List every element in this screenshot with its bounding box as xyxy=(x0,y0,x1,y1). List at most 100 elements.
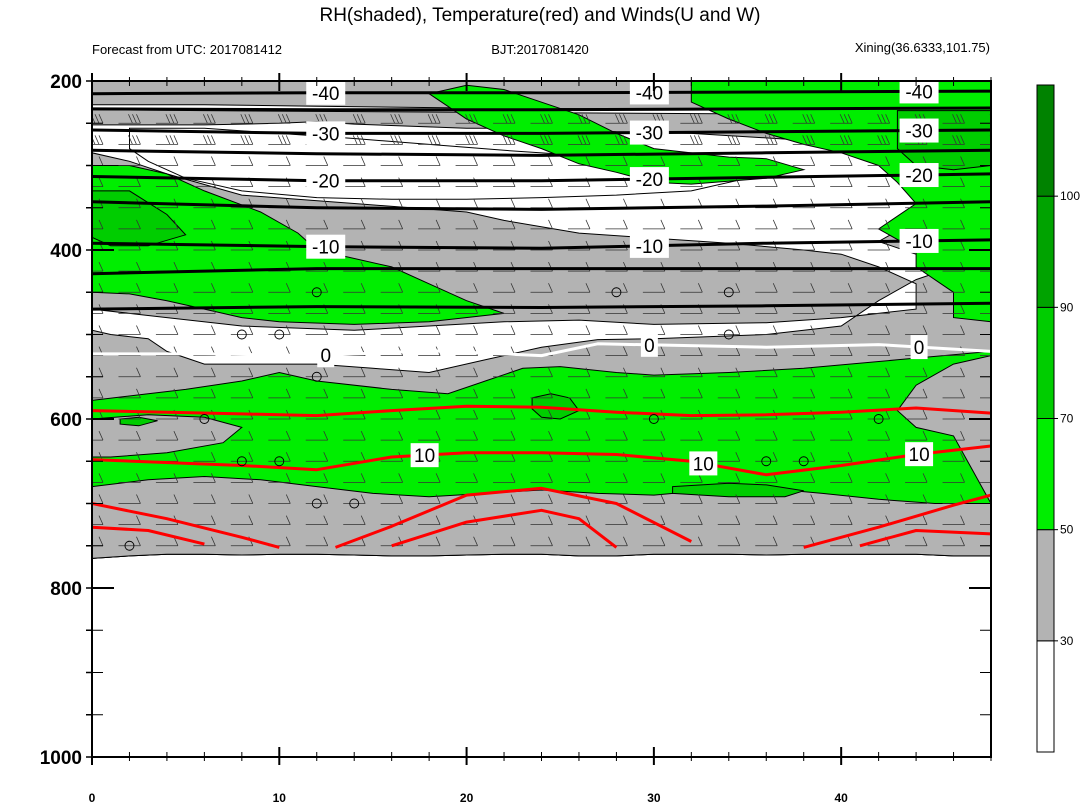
wind-barb xyxy=(755,388,778,399)
wind-barb xyxy=(792,388,816,399)
wind-barb xyxy=(268,494,291,504)
wind-barb xyxy=(567,388,591,399)
contour-label--40: -40 xyxy=(636,83,663,104)
wind-barb xyxy=(830,473,853,483)
wind-barb xyxy=(830,452,853,462)
wind-barb xyxy=(155,494,179,504)
wind-barb xyxy=(343,367,366,378)
temperature-contour--10-7 xyxy=(92,267,991,276)
wind-barb xyxy=(305,388,329,399)
wind-barb xyxy=(830,156,853,166)
wind-barb xyxy=(230,135,254,145)
wind-barb xyxy=(493,409,516,420)
contour-label-box xyxy=(317,343,335,368)
wind-barb xyxy=(717,156,741,166)
wind-barb xyxy=(642,473,666,483)
wind-barb xyxy=(605,135,628,145)
wind-barb xyxy=(755,283,778,293)
wind-barb xyxy=(305,452,329,462)
wind-barb xyxy=(305,156,329,166)
wind-barb xyxy=(980,228,991,230)
wind-barb xyxy=(380,114,404,124)
wind-barb xyxy=(193,135,216,145)
wind-barb xyxy=(418,325,441,335)
wind-barb xyxy=(268,367,291,378)
wind-barb xyxy=(792,452,816,462)
rh-region-70-90-12 xyxy=(672,482,804,498)
wind-barb xyxy=(193,156,216,166)
wind-barb xyxy=(455,283,478,293)
wind-barb xyxy=(455,430,478,441)
wind-barb xyxy=(155,156,179,166)
wind-barb xyxy=(118,261,141,272)
wind-barb xyxy=(867,325,890,335)
wind-barb xyxy=(905,515,928,526)
wind-barb xyxy=(680,494,703,504)
contour-label-box xyxy=(905,442,934,467)
contour-label--10: -10 xyxy=(636,237,663,258)
x-tick-label: 40 xyxy=(834,791,848,805)
contour-label--40: -40 xyxy=(312,84,339,105)
temperature-contour-15-14 xyxy=(803,493,991,549)
colorbar-swatch xyxy=(1036,195,1055,308)
wind-barb xyxy=(792,346,816,357)
wind-barb xyxy=(380,494,404,504)
wind-barb xyxy=(530,198,553,209)
y-tick-label: 1000 xyxy=(40,748,82,769)
wind-barb xyxy=(118,388,141,399)
wind-barb xyxy=(268,219,291,230)
wind-barb xyxy=(942,536,965,547)
wind-barb xyxy=(118,367,141,378)
wind-barb xyxy=(268,114,291,124)
wind-barb xyxy=(380,135,404,145)
x-tick-label: 0 xyxy=(89,791,96,805)
plot-area: -40 -40 -40 -30 -30 -30 -20 -20 -20 -10 -10 -10 0 0 0 1… xyxy=(92,81,991,559)
wind-barb xyxy=(230,494,254,504)
contour-label-box xyxy=(306,121,346,146)
wind-barb xyxy=(418,114,441,124)
wind-barb xyxy=(92,388,104,399)
wind-barb xyxy=(867,430,890,441)
wind-barb xyxy=(567,367,591,378)
wind-barb xyxy=(980,312,991,314)
wind-barb xyxy=(680,219,703,230)
wind-barb xyxy=(905,409,928,420)
wind-barb xyxy=(980,397,991,399)
wind-barb xyxy=(567,346,591,357)
wind-barb xyxy=(605,367,628,378)
wind-barb xyxy=(867,114,890,124)
wind-barb xyxy=(493,430,516,441)
wind-barb xyxy=(530,388,553,399)
wind-barb xyxy=(755,135,778,145)
wind-barb xyxy=(792,177,816,188)
temperature-contour--40-0 xyxy=(92,89,991,96)
wind-barb xyxy=(642,536,666,547)
rh-region-70-90-14 xyxy=(119,416,158,427)
wind-barb xyxy=(155,367,179,378)
wind-barb xyxy=(230,367,254,378)
wind-barb xyxy=(867,473,890,483)
wind-barb xyxy=(717,114,741,124)
wind-barb xyxy=(493,536,516,547)
wind-barb xyxy=(418,388,441,399)
wind-barb xyxy=(942,430,965,441)
beijing-time-label: BJT:2017081420 xyxy=(491,42,589,57)
contour-label-box xyxy=(899,228,939,253)
wind-barb xyxy=(830,388,853,399)
y-tick-label: 200 xyxy=(50,72,82,93)
wind-barb xyxy=(830,283,853,293)
wind-barb xyxy=(605,388,628,399)
wind-barb xyxy=(530,536,553,547)
wind-barb xyxy=(230,283,254,293)
wind-barb xyxy=(118,536,141,547)
wind-barb xyxy=(942,304,965,314)
wind-barb xyxy=(605,473,628,483)
wind-barb xyxy=(92,114,104,124)
calm-wind-marker xyxy=(311,287,322,298)
wind-barb xyxy=(118,156,141,166)
wind-barb xyxy=(230,430,254,441)
wind-barb xyxy=(567,430,591,441)
wind-barb xyxy=(605,430,628,441)
wind-barb xyxy=(418,515,441,526)
contour-label-10: 10 xyxy=(414,446,435,467)
